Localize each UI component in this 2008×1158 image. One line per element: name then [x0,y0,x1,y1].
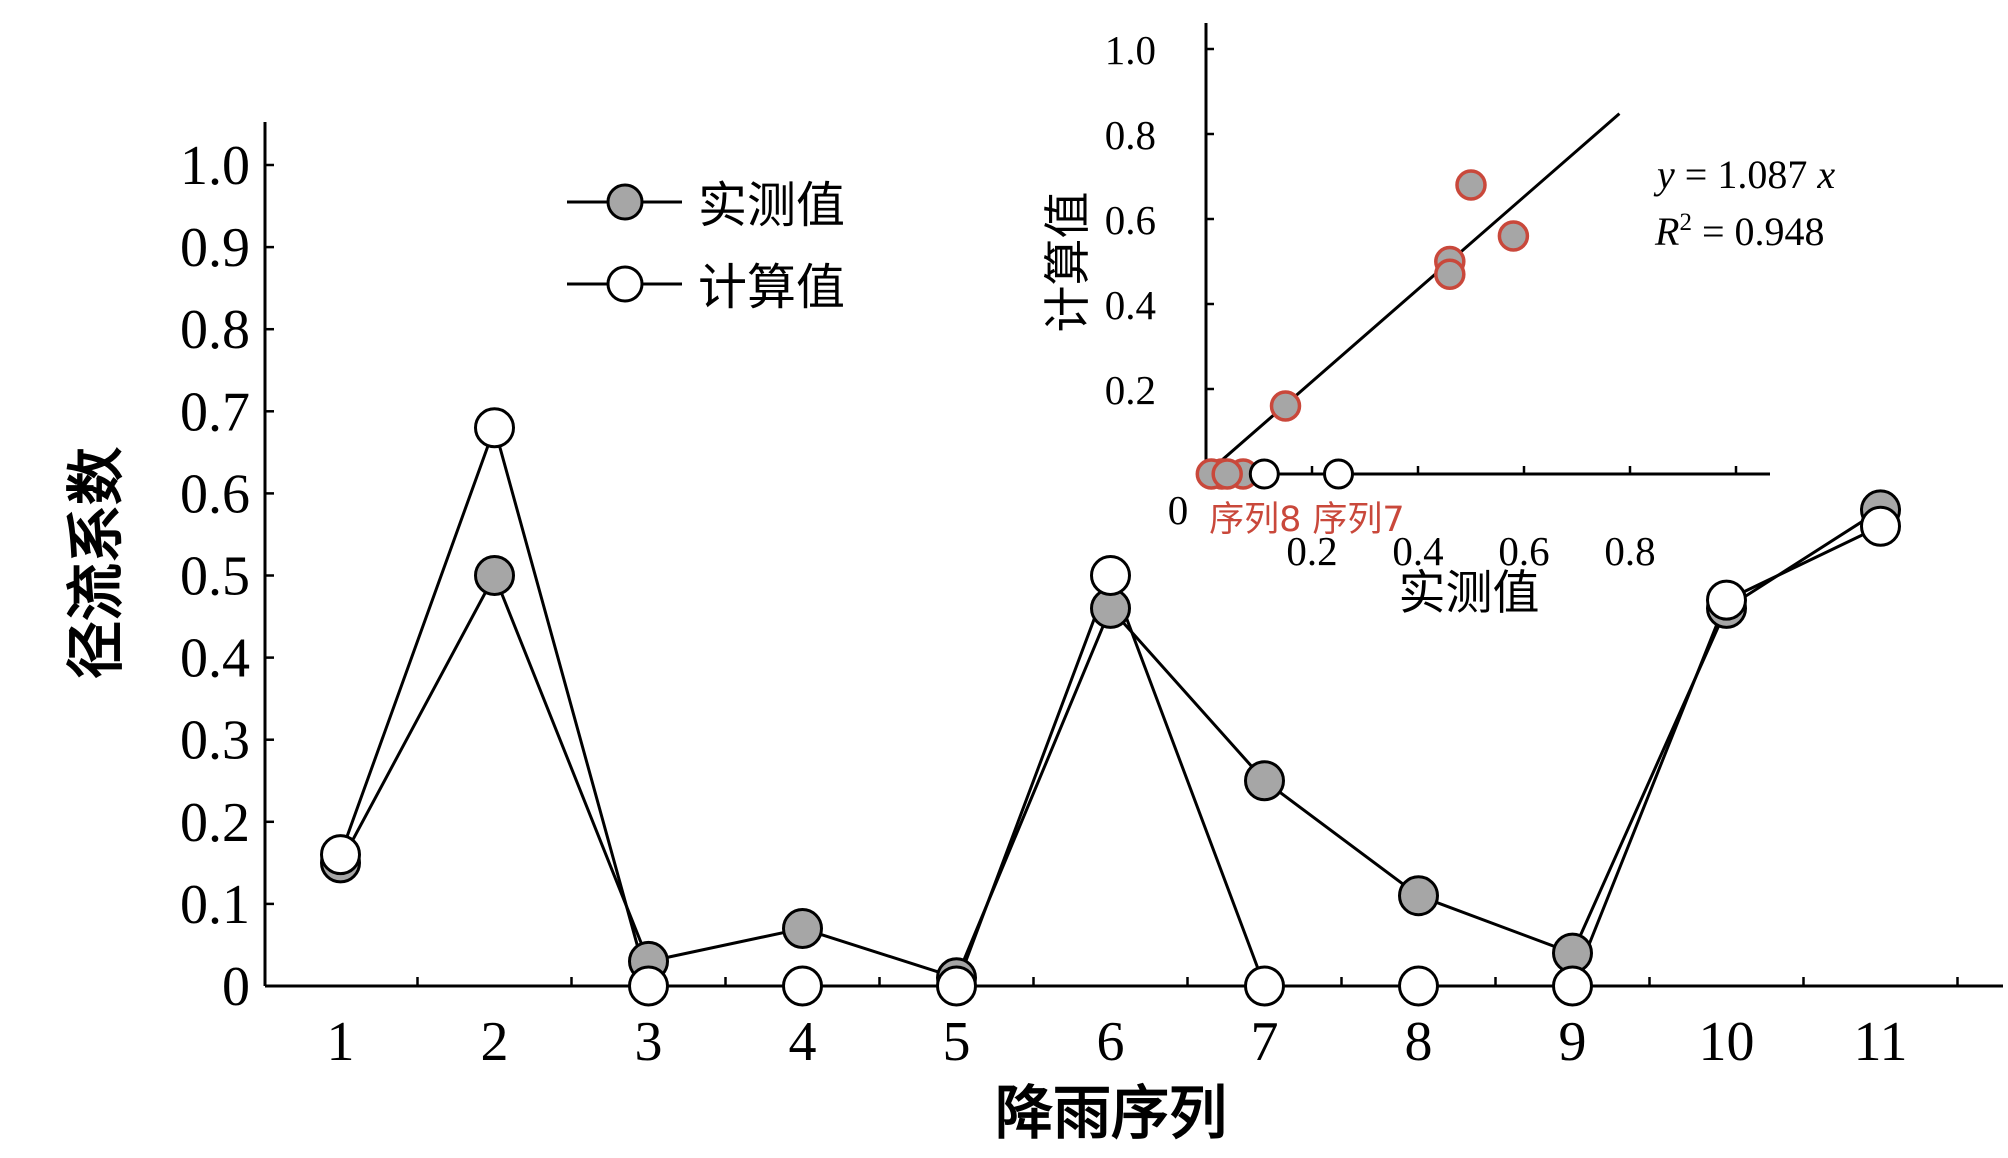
main-x-tick-label: 8 [1405,1011,1433,1073]
inset-x-tick-label: 0.2 [1286,528,1337,574]
main-x-tick-label: 3 [635,1011,663,1073]
r-squared-label: R2 = 0.948 [1585,209,1875,254]
inset-y-axis-title: 计算值 [1041,192,1096,333]
main-axis-ticks: 1 2 3 4 5 6 7 8 9 10 11 0 0.1 0.2 0.3 0.4 0.5 0.6 0.7 0.8 0.… [180,135,1959,1073]
main-series-lines [339,426,1882,988]
main-y-tick-label: 0.2 [180,792,250,854]
main-x-tick-label: 7 [1251,1011,1279,1073]
main-series-markers [320,407,1901,1007]
legend-label-computed: 计算值 [698,259,845,316]
main-y-axis-title: 径流系数 [62,447,130,679]
r-squared-power: 2 [1679,209,1692,236]
computed-marker [1398,965,1439,1007]
scatter-point-labeled [1248,458,1280,490]
equation-var: x [1816,152,1835,197]
inset-x-axis-title: 实测值 [1399,566,1540,621]
legend-label-observed: 实测值 [698,177,845,234]
computed-marker [936,965,977,1007]
observed-marker [474,555,515,596]
scatter-point [1497,220,1530,252]
main-x-tick-label: 2 [481,1011,509,1073]
inset-x-tick-label: 0.8 [1604,528,1655,574]
computed-marker [1552,965,1593,1007]
main-y-tick-label: 1.0 [180,135,250,197]
scatter-point-labeled [1323,458,1354,490]
inset-y-tick-label: 0.6 [1105,197,1156,243]
scatter-point [1211,458,1243,490]
scatter-point [1269,390,1302,422]
main-x-tick-label: 11 [1854,1011,1908,1073]
inset-y-tick-label: 1.0 [1105,27,1156,73]
main-x-tick-label: 4 [789,1011,817,1073]
main-y-tick-label: 0 [222,956,250,1018]
scatter-point-label: 序列8 [1209,500,1301,540]
inset-x-tick-label: 0.4 [1392,528,1443,574]
inset-origin-label: 0 [1168,487,1189,533]
scatter-point-label: 序列7 [1312,500,1404,540]
inset-chart: 0.2 0.4 0.6 0.80.20.40.60.81.00 序列8 序列7 实测值 … [1041,23,1885,621]
legend-item-observed: 实测值 [567,177,845,234]
main-y-tick-label: 0.4 [180,628,250,690]
main-y-tick-label: 0.9 [180,217,250,279]
main-x-tick-label: 10 [1699,1011,1755,1073]
inset-y-tick-label: 0.4 [1105,282,1156,328]
computed-marker [1860,505,1901,547]
main-y-tick-label: 0.3 [180,710,250,772]
computed-marker [1090,555,1131,596]
main-y-tick-label: 0.6 [180,463,250,525]
computed-marker [782,965,823,1007]
computed-marker [474,407,515,449]
inset-axis-ticks: 0.2 0.4 0.6 0.8 0.2 0.4 0.6 0.8 1.0 0 [1105,27,1738,574]
main-y-tick-label: 0.8 [180,299,250,361]
main-x-tick-label: 9 [1559,1011,1587,1073]
computed-marker [628,965,669,1007]
regression-equation: y = 1.087 x [1587,152,1885,197]
computed-marker [1706,579,1747,621]
main-x-tick-label: 1 [327,1011,355,1073]
r-squared-value: = 0.948 [1692,209,1825,254]
inset-x-tick-label: 0.6 [1498,528,1549,574]
series-line-computed [339,426,1882,988]
computed-marker [1244,965,1285,1007]
observed-marker [1398,875,1439,917]
main-x-axis-title: 降雨序列 [995,1079,1227,1147]
main-chart: 1 2 3 4 5 6 7 8 9 10 11 0 0.1 0.2 0.3 0.4 0.5 0.6 0.7 0.8 0.… [62,122,2003,1147]
legend-item-computed: 计算值 [567,259,845,316]
inset-y-tick-label: 0.2 [1105,367,1156,413]
scatter-point [1455,169,1487,201]
main-legend: 实测值 计算值 [567,177,845,316]
equation-lhs: y [1653,152,1675,197]
main-y-tick-label: 0.1 [180,874,250,936]
main-y-tick-label: 0.5 [180,546,250,608]
legend-marker-computed [606,265,644,303]
inset-y-tick-label: 0.8 [1105,112,1156,158]
main-y-tick-label: 0.7 [180,381,250,443]
legend-marker-observed [606,183,644,221]
equation-rhs: = 1.087 [1675,152,1818,197]
scatter-point [1434,258,1466,290]
inset-points: 序列8 序列7 [1195,169,1530,540]
observed-marker [1244,760,1285,802]
regression-line [1207,112,1621,473]
main-x-tick-label: 6 [1097,1011,1125,1073]
observed-marker [782,908,823,950]
computed-marker [320,834,361,876]
r-squared-symbol: R [1654,209,1679,254]
main-x-tick-label: 5 [943,1011,971,1073]
